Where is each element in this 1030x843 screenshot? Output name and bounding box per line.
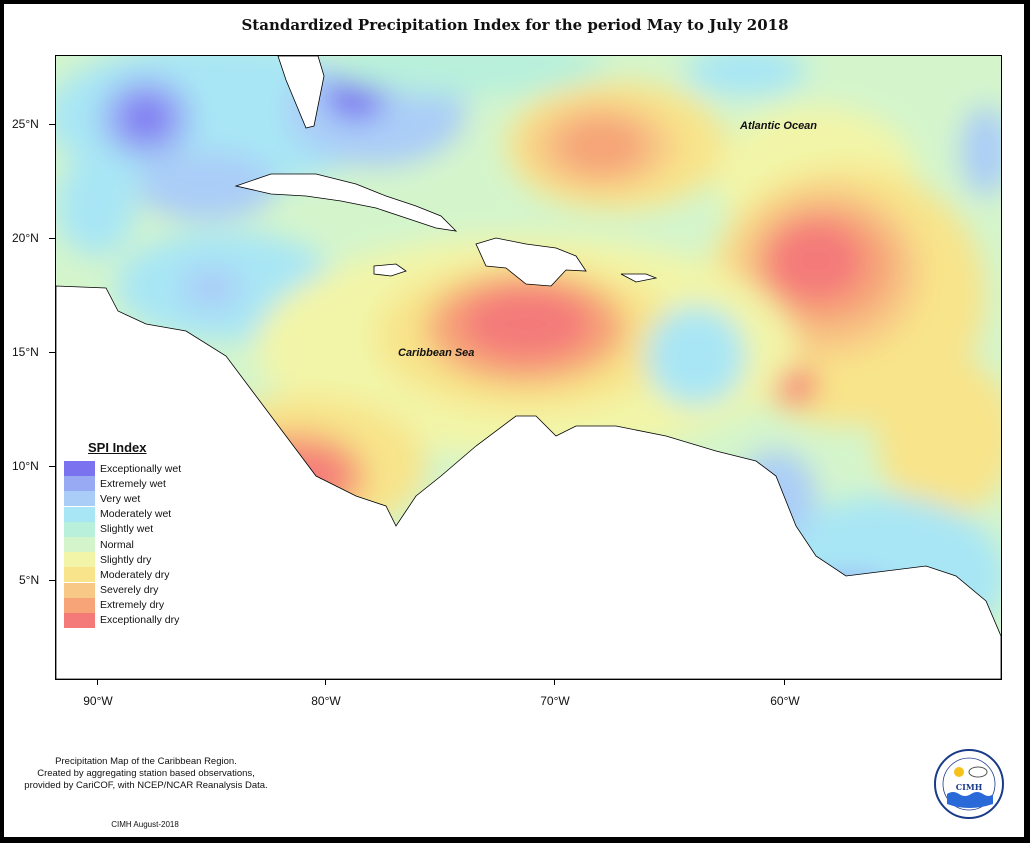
lon-tick (325, 679, 326, 685)
lat-label-5n: 5°N (19, 573, 40, 587)
caribbean-sea-label: Caribbean Sea (398, 347, 475, 359)
legend-item: Moderately wet (64, 506, 204, 522)
legend-swatch (64, 521, 95, 537)
legend-swatch (64, 491, 95, 507)
legend-label: Slightly wet (100, 523, 154, 536)
atlantic-ocean-label: Atlantic Ocean (740, 120, 818, 132)
caption-line-3: provided by CariCOF, with NCEP/NCAR Rean… (24, 780, 268, 791)
legend-item: Very wet (64, 491, 204, 507)
lat-tick (49, 124, 55, 125)
legend-swatch (64, 612, 95, 628)
lat-tick (49, 580, 55, 581)
caption-line-2: Created by aggregating station based obs… (37, 768, 255, 779)
spi-legend: SPI Index Exceptionally wet Extremely wet… (64, 440, 204, 628)
lon-tick (784, 679, 785, 685)
legend-swatch (64, 506, 95, 522)
lat-tick (49, 352, 55, 353)
legend-swatch (64, 552, 95, 568)
legend-label: Exceptionally dry (100, 614, 180, 627)
legend-swatch (64, 597, 95, 613)
lon-tick (97, 679, 98, 685)
lat-label-10n: 10°N (12, 459, 39, 473)
legend-label: Extremely dry (100, 599, 165, 612)
lon-label-90w: 90°W (83, 694, 113, 708)
legend-item: Moderately dry (64, 567, 204, 583)
legend-item: Severely dry (64, 582, 204, 598)
caption-line-1: Precipitation Map of the Caribbean Regio… (55, 756, 237, 767)
logo-text: CIMH (956, 782, 983, 792)
legend-swatch (64, 582, 95, 598)
legend-swatch (64, 461, 95, 477)
spi-surface (56, 56, 1001, 679)
legend-label: Slightly dry (100, 553, 152, 566)
legend-item: Exceptionally dry (64, 612, 204, 628)
legend-label: Exceptionally wet (100, 462, 182, 475)
map-title: Standardized Precipitation Index for the… (241, 16, 789, 34)
spi-map (55, 55, 1002, 680)
legend-swatch (64, 537, 95, 553)
legend-swatch (64, 476, 95, 492)
legend-item: Exceptionally wet (64, 461, 204, 477)
legend-item: Slightly wet (64, 521, 204, 537)
legend-label: Very wet (100, 492, 141, 505)
cimh-logo-icon: CIMH (933, 748, 1005, 820)
lat-label-25n: 25°N (12, 117, 39, 131)
lon-label-70w: 70°W (540, 694, 570, 708)
legend-label: Moderately wet (100, 508, 172, 521)
legend-label: Severely dry (100, 584, 159, 597)
lat-label-20n: 20°N (12, 231, 39, 245)
legend-rows: Exceptionally wet Extremely wet Very wet Mo… (64, 461, 204, 628)
legend-item: Slightly dry (64, 552, 204, 568)
lat-label-15n: 15°N (12, 345, 39, 359)
legend-title: SPI Index (88, 440, 147, 455)
lon-label-80w: 80°W (311, 694, 341, 708)
map-caption: Precipitation Map of the Caribbean Regio… (6, 756, 286, 792)
credit-text: CIMH August-2018 (111, 820, 179, 829)
legend-item: Normal (64, 537, 204, 553)
legend-item: Extremely dry (64, 597, 204, 613)
lon-label-60w: 60°W (770, 694, 800, 708)
lat-tick (49, 238, 55, 239)
legend-label: Moderately dry (100, 568, 170, 581)
legend-swatch (64, 567, 95, 583)
legend-label: Normal (100, 538, 134, 551)
legend-label: Extremely wet (100, 477, 166, 490)
legend-item: Extremely wet (64, 476, 204, 492)
lat-tick (49, 466, 55, 467)
lon-tick (554, 679, 555, 685)
